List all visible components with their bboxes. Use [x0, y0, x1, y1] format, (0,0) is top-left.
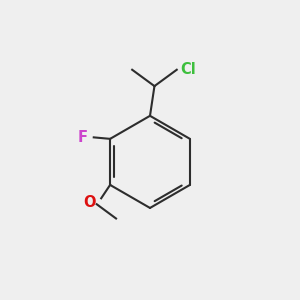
Text: Cl: Cl [180, 62, 196, 77]
Text: F: F [78, 130, 88, 145]
Text: O: O [83, 195, 95, 210]
